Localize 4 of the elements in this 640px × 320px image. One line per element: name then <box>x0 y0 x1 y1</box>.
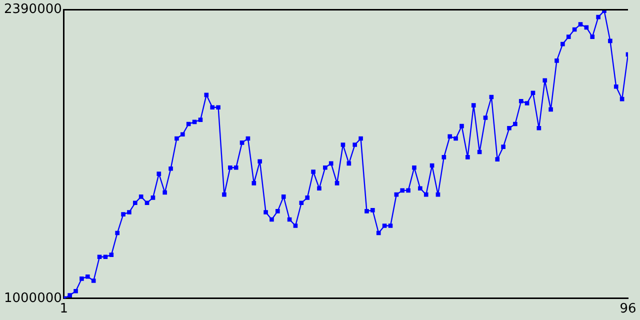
x-tick-label: 96 <box>620 302 636 317</box>
y-tick-label: 1000000 <box>4 290 62 306</box>
x-tick-label: 1 <box>60 302 68 317</box>
y-tick-label: 2390000 <box>4 2 62 18</box>
